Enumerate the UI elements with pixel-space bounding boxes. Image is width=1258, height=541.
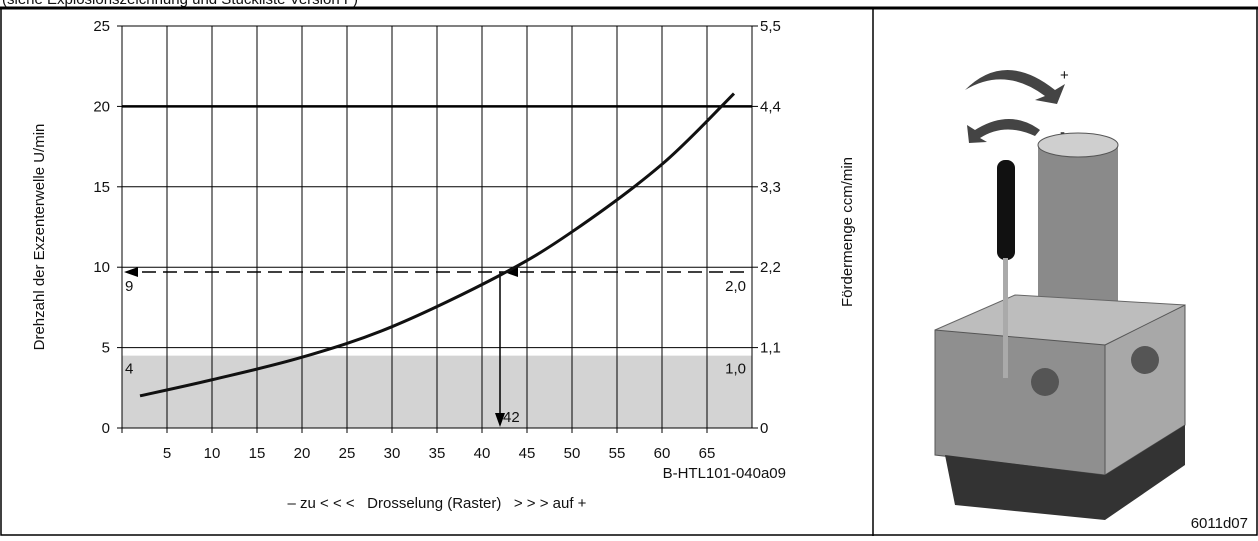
- x-tick-label: 15: [249, 445, 266, 462]
- y2-tick-label: 3,3: [760, 179, 781, 196]
- rotate-plus-arrow: [965, 70, 1065, 104]
- x-tick-label: 5: [163, 445, 171, 462]
- port: [1131, 346, 1159, 374]
- horizontal-left-label: 9: [125, 278, 133, 295]
- y-tick-label: 20: [93, 98, 110, 115]
- arrow-head: [124, 267, 138, 277]
- y-tick-label: 5: [102, 340, 110, 357]
- rotate-minus-arrow: [967, 119, 1040, 143]
- screwdriver-shaft: [1003, 258, 1008, 378]
- port: [1031, 368, 1059, 396]
- y2-tick-label: 0: [760, 420, 768, 437]
- x-tick-label: 40: [474, 445, 491, 462]
- x-tick-label: 65: [699, 445, 716, 462]
- horizontal-right-label: 2,0: [725, 278, 746, 295]
- screwdriver-handle: [997, 160, 1015, 260]
- block-front: [935, 330, 1105, 475]
- y2-tick-label: 2,2: [760, 259, 781, 276]
- x-tick-label: 50: [564, 445, 581, 462]
- band-right-label: 1,0: [725, 361, 746, 378]
- vertical-label: 42: [503, 409, 520, 426]
- x-tick-label: 10: [204, 445, 221, 462]
- y2-tick-label: 5,5: [760, 18, 781, 35]
- y2-tick-label: 4,4: [760, 98, 781, 115]
- device-photo: + - 6011d07: [935, 67, 1248, 532]
- x-tick-label: 25: [339, 445, 356, 462]
- plus-sign: +: [1060, 67, 1069, 84]
- band-left-label: 4: [125, 361, 133, 378]
- figure-code: B-HTL101-040a09: [663, 465, 786, 482]
- y-tick-label: 0: [102, 420, 110, 437]
- y-tick-label: 15: [93, 179, 110, 196]
- y2-axis-label: Fördermenge ccm/min: [839, 157, 856, 307]
- y-axis-label: Drehzahl der Exzenterwelle U/min: [31, 124, 48, 351]
- y-tick-label: 25: [93, 18, 110, 35]
- x-tick-label: 45: [519, 445, 536, 462]
- y-tick-label: 10: [93, 259, 110, 276]
- chart: 4 1,0 0 5 10 15 20 25 0 1,1 2,2 3,3 4,4 5,5 5 10 15 20 25 3…: [31, 18, 856, 512]
- cylinder-top: [1038, 133, 1118, 157]
- x-tick-label: 35: [429, 445, 446, 462]
- x-tick-label: 30: [384, 445, 401, 462]
- x-axis-label: – zu < < < Drosselung (Raster) > > > auf…: [288, 495, 587, 512]
- x-tick-label: 60: [654, 445, 671, 462]
- y2-tick-label: 1,1: [760, 340, 781, 357]
- photo-caption: 6011d07: [1191, 515, 1248, 532]
- x-tick-label: 20: [294, 445, 311, 462]
- page: (siehe Explosionszeichnung und Stücklist…: [0, 0, 1258, 536]
- x-tick-label: 55: [609, 445, 626, 462]
